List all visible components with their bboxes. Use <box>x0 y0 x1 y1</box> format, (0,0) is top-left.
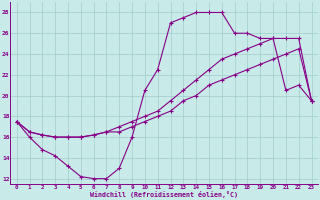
X-axis label: Windchill (Refroidissement éolien,°C): Windchill (Refroidissement éolien,°C) <box>90 191 238 198</box>
